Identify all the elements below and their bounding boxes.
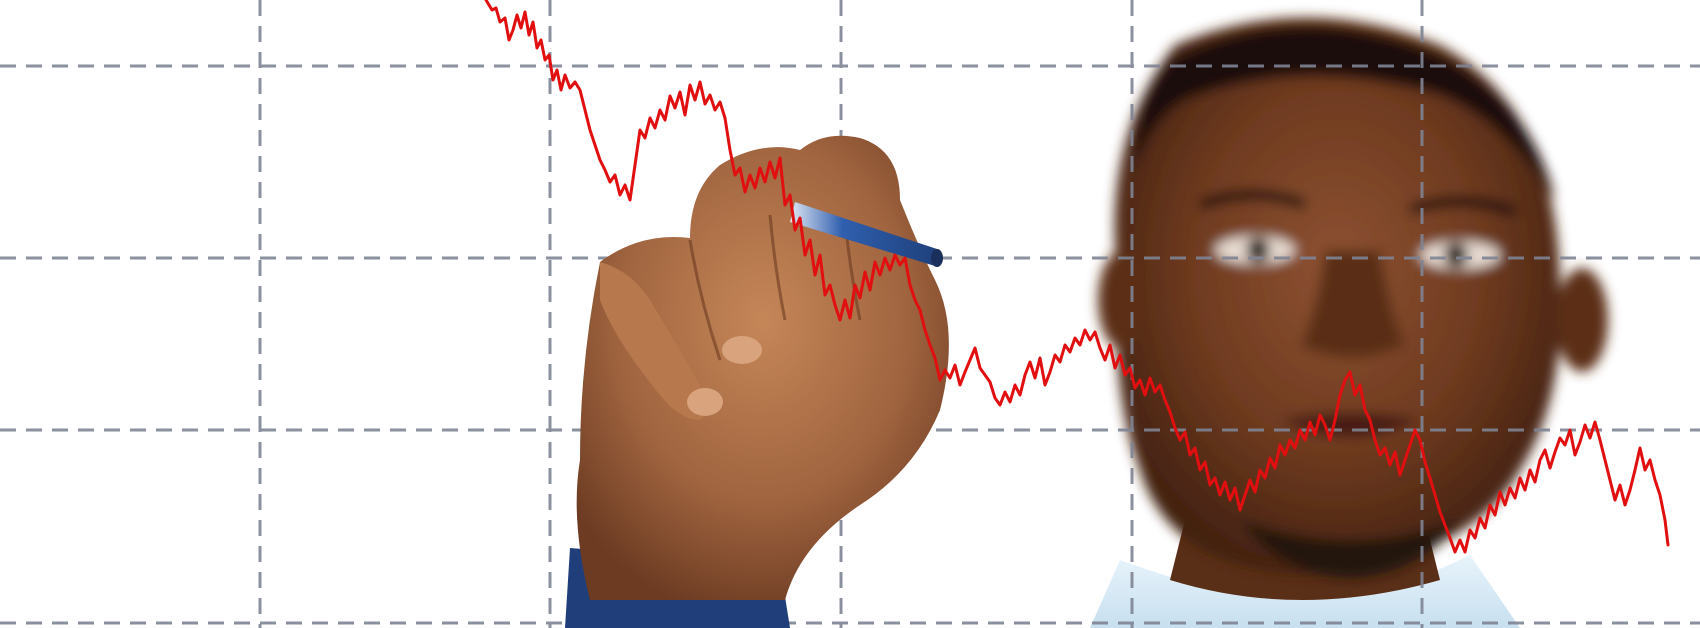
left-ear <box>1098 252 1142 348</box>
beard <box>1240 520 1460 578</box>
man-figure <box>1090 17 1608 628</box>
nose <box>1300 250 1405 358</box>
fingernail <box>722 336 762 364</box>
marker-pen <box>790 202 943 267</box>
hand <box>576 135 949 600</box>
knuckle-line <box>688 239 722 361</box>
thumb <box>600 262 708 420</box>
knuckle-line <box>768 214 787 321</box>
right-brow <box>1408 196 1517 217</box>
left-brow <box>1198 190 1307 210</box>
hand-with-marker <box>565 135 949 628</box>
shirt <box>1090 555 1520 628</box>
declining-trend-line <box>484 0 1670 554</box>
hair <box>1134 26 1555 201</box>
right-ear <box>1556 268 1608 372</box>
fingernail <box>687 388 723 416</box>
